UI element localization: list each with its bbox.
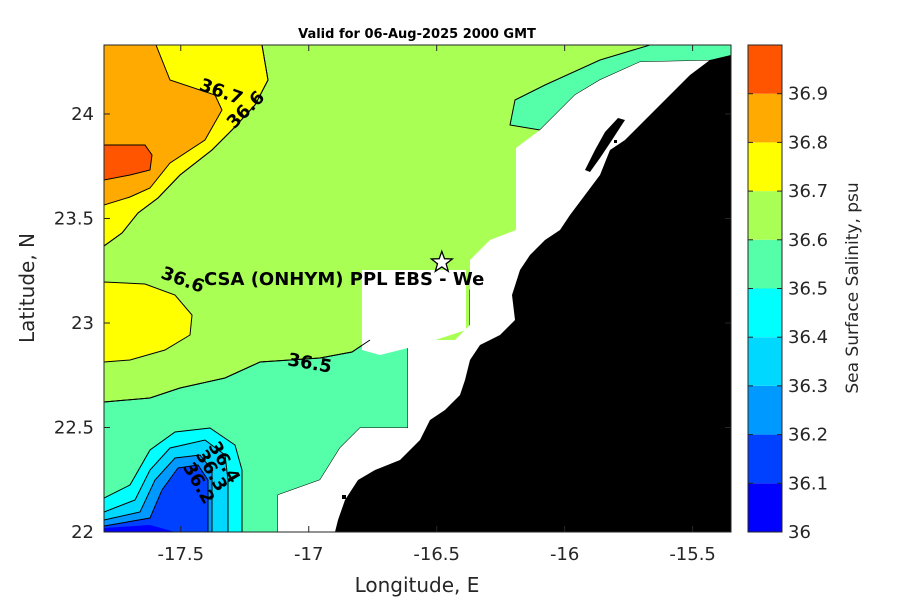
- x-tick-label: -15.5: [669, 544, 716, 565]
- x-axis-label: Longitude, E: [355, 573, 480, 597]
- colorbar-tick-label: 36.8: [788, 132, 828, 153]
- land-mass: [335, 55, 731, 532]
- site-label: CSA (ONHYM) PPL EBS - We: [204, 269, 484, 290]
- colorbar-swatch: [748, 45, 782, 94]
- band-36-0-36-1: [104, 464, 209, 532]
- colorbar-tick-label: 36.4: [788, 327, 828, 348]
- x-axis: -17.5 -17 -16.5 -16 -15.5: [157, 45, 716, 565]
- y-tick-label: 23: [71, 313, 94, 334]
- band-36-8-36-9: [104, 144, 153, 181]
- colorbar-swatch: [748, 239, 782, 289]
- contour-line-36-5: [104, 339, 371, 403]
- colorbar-swatch: [748, 385, 782, 435]
- colorbar-swatch: [748, 483, 782, 532]
- x-tick-label: -16.5: [413, 544, 460, 565]
- y-tick-label: 22: [71, 522, 94, 543]
- colorbar-swatch: [748, 142, 782, 192]
- colorbar-swatch: [748, 93, 782, 143]
- colorbar-tick-label: 36.9: [788, 84, 828, 105]
- land-spit: [585, 118, 625, 172]
- colorbar-tick-label: 36: [788, 522, 811, 543]
- x-tick-label: -17: [294, 544, 323, 565]
- colorbar-swatch: [748, 434, 782, 484]
- colorbar: 36 36.1 36.2 36.3 36.4 36.5 36.6 36.7 36.8 36.9: [747, 44, 828, 543]
- nodata-patch: [362, 270, 466, 355]
- colorbar-tick-label: 36.3: [788, 376, 828, 397]
- band-below-36: [104, 525, 175, 532]
- colorbar-swatch: [748, 337, 782, 386]
- y-tick-label: 23.5: [54, 208, 94, 229]
- contour-line-36-6: [104, 45, 269, 247]
- land-speck-2: [614, 140, 617, 143]
- colorbar-tick-label: 36.6: [788, 230, 828, 251]
- site-marker: CSA (ONHYM) PPL EBS - We: [204, 249, 484, 290]
- colorbar-swatch: [748, 288, 782, 338]
- y-tick-label: 24: [71, 104, 94, 125]
- y-tick-label: 22.5: [54, 417, 94, 438]
- colorbar-swatch: [748, 191, 782, 240]
- colorbar-label: Sea Surface Salinity, psu: [843, 182, 863, 393]
- band-36-6-36-7-mid: [104, 281, 193, 363]
- colorbar-tick-label: 36.5: [788, 279, 828, 300]
- colorbar-tick-label: 36.2: [788, 425, 828, 446]
- land-speck: [342, 495, 346, 499]
- y-axis-label: Latitude, N: [15, 233, 39, 343]
- axes-frame: [103, 44, 732, 533]
- chart-title: Valid for 06-Aug-2025 2000 GMT: [298, 27, 536, 42]
- x-tick-label: -17.5: [157, 544, 204, 565]
- x-tick-label: -16: [550, 544, 579, 565]
- colorbar-tick-label: 36.7: [788, 181, 828, 202]
- star-icon: [429, 249, 455, 273]
- y-axis: 22 22.5 23 23.5 24: [54, 104, 731, 543]
- plot-area: [104, 45, 731, 532]
- colorbar-tick-label: 36.1: [788, 473, 828, 494]
